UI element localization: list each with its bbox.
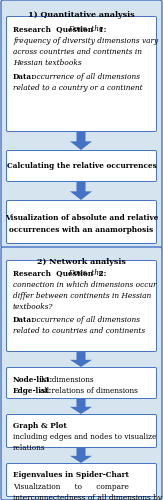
FancyBboxPatch shape — [7, 464, 156, 496]
Text: relations: relations — [13, 444, 46, 452]
Text: Data:: Data: — [13, 73, 35, 81]
Text: differ between continents in Hessian: differ between continents in Hessian — [13, 292, 151, 300]
Text: Calculating the relative occurrences: Calculating the relative occurrences — [7, 162, 156, 170]
Text: Research  Question  1:: Research Question 1: — [13, 25, 106, 33]
Text: Research  Question  2:: Research Question 2: — [13, 269, 106, 277]
Text: including edges and nodes to visualize: including edges and nodes to visualize — [13, 433, 156, 441]
Polygon shape — [70, 352, 92, 367]
Text: 1) Quantitative analysis: 1) Quantitative analysis — [28, 11, 135, 19]
Text: Does  the: Does the — [68, 269, 103, 277]
Polygon shape — [70, 132, 92, 150]
Text: 13 dimensions: 13 dimensions — [40, 376, 94, 384]
Text: all relations of dimensions: all relations of dimensions — [40, 387, 138, 395]
FancyBboxPatch shape — [7, 150, 156, 182]
FancyBboxPatch shape — [7, 368, 156, 398]
Text: Node-list:: Node-list: — [13, 376, 53, 384]
Text: 2) Network analysis: 2) Network analysis — [37, 258, 126, 266]
Text: related to a country or a continent: related to a country or a continent — [13, 84, 143, 92]
Text: Visualization of absolute and relative: Visualization of absolute and relative — [5, 214, 158, 222]
Text: interconnectedness of all dimensions by: interconnectedness of all dimensions by — [13, 494, 162, 500]
Text: occurrence of all dimensions: occurrence of all dimensions — [32, 73, 140, 81]
Polygon shape — [70, 182, 92, 200]
Polygon shape — [70, 399, 92, 414]
Text: related to countries and continents: related to countries and continents — [13, 327, 145, 335]
Text: Hessian textbooks: Hessian textbooks — [13, 59, 82, 67]
Text: across countries and continents in: across countries and continents in — [13, 48, 142, 56]
FancyBboxPatch shape — [7, 260, 156, 352]
Polygon shape — [70, 448, 92, 463]
Text: Graph & Plot: Graph & Plot — [13, 422, 67, 430]
Text: Visualization      to      compare: Visualization to compare — [13, 483, 129, 491]
Text: Edge-list:: Edge-list: — [13, 387, 52, 395]
Text: textbooks?: textbooks? — [13, 303, 53, 311]
Text: connection in which dimensions occur: connection in which dimensions occur — [13, 281, 157, 289]
Text: Data:: Data: — [13, 316, 35, 324]
Text: occurrences with an anamorphosis: occurrences with an anamorphosis — [9, 226, 154, 234]
FancyBboxPatch shape — [1, 0, 162, 248]
Text: frequency of diversity dimensions vary: frequency of diversity dimensions vary — [13, 37, 158, 45]
FancyBboxPatch shape — [1, 247, 162, 500]
Text: Eigenvalues in Spider-Chart: Eigenvalues in Spider-Chart — [13, 471, 129, 479]
Text: Does  the: Does the — [68, 25, 103, 33]
FancyBboxPatch shape — [7, 414, 156, 448]
FancyBboxPatch shape — [7, 200, 156, 244]
Text: occurrence of all dimensions: occurrence of all dimensions — [32, 316, 140, 324]
FancyBboxPatch shape — [7, 16, 156, 132]
